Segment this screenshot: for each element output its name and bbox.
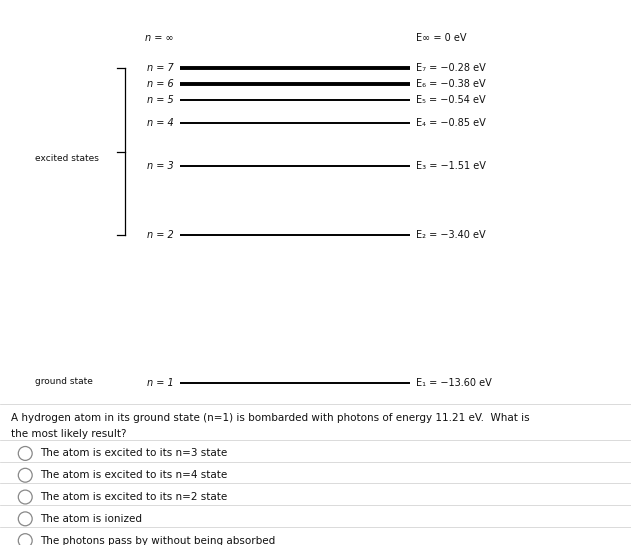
Text: excited states: excited states: [35, 154, 98, 162]
Text: n = 3: n = 3: [147, 161, 174, 171]
Text: The photons pass by without being absorbed: The photons pass by without being absorb…: [40, 536, 275, 545]
Text: The atom is ionized: The atom is ionized: [40, 514, 142, 524]
Text: n = 6: n = 6: [147, 80, 174, 89]
Text: n = 2: n = 2: [147, 231, 174, 240]
Text: n = ∞: n = ∞: [145, 33, 174, 43]
Text: E∞ = 0 eV: E∞ = 0 eV: [416, 33, 467, 43]
Text: ground state: ground state: [35, 377, 93, 386]
Text: E₄ = −0.85 eV: E₄ = −0.85 eV: [416, 118, 487, 128]
Text: E₇ = −0.28 eV: E₇ = −0.28 eV: [416, 63, 487, 73]
Text: The atom is excited to its n=4 state: The atom is excited to its n=4 state: [40, 470, 227, 480]
Text: n = 1: n = 1: [147, 378, 174, 387]
Text: E₂ = −3.40 eV: E₂ = −3.40 eV: [416, 231, 486, 240]
Text: E₅ = −0.54 eV: E₅ = −0.54 eV: [416, 95, 486, 105]
Text: A hydrogen atom in its ground state (n=1) is bombarded with photons of energy 11: A hydrogen atom in its ground state (n=1…: [11, 413, 530, 422]
Text: n = 4: n = 4: [147, 118, 174, 128]
Text: E₆ = −0.38 eV: E₆ = −0.38 eV: [416, 80, 486, 89]
Text: The atom is excited to its n=2 state: The atom is excited to its n=2 state: [40, 492, 227, 502]
Text: E₁ = −13.60 eV: E₁ = −13.60 eV: [416, 378, 492, 387]
Text: E₃ = −1.51 eV: E₃ = −1.51 eV: [416, 161, 487, 171]
Text: n = 5: n = 5: [147, 95, 174, 105]
Text: n = 7: n = 7: [147, 63, 174, 73]
Text: the most likely result?: the most likely result?: [11, 429, 127, 439]
Text: The atom is excited to its n=3 state: The atom is excited to its n=3 state: [40, 449, 227, 458]
